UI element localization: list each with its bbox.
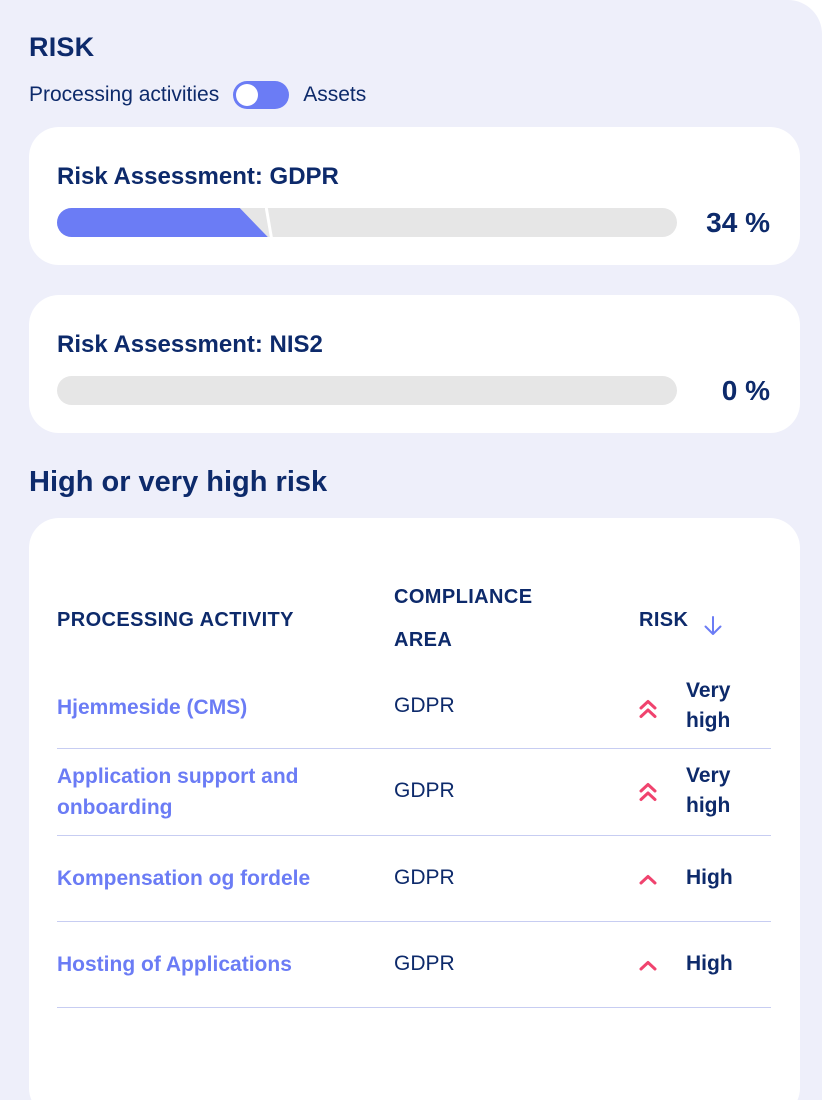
- progress-fill: [57, 208, 268, 237]
- risk-level: Very high: [686, 764, 731, 817]
- table-row[interactable]: Application support and onboarding GDPR …: [57, 749, 771, 836]
- compliance-area: GDPR: [394, 694, 455, 717]
- table-row[interactable]: Hosting of Applications GDPR High: [57, 922, 771, 1008]
- risk-level: High: [686, 866, 733, 889]
- view-toggle-row: Processing activities Assets: [29, 80, 366, 110]
- compliance-area: GDPR: [394, 779, 455, 802]
- assessment-card-nis2[interactable]: Risk Assessment: NIS2 0 %: [29, 295, 800, 433]
- view-toggle-switch[interactable]: [233, 81, 290, 109]
- double-chevron-up-icon: [637, 698, 659, 720]
- column-header-processing-activity[interactable]: PROCESSING ACTIVITY: [57, 609, 294, 631]
- column-header-risk-label: RISK: [639, 609, 689, 631]
- table-row[interactable]: Kompensation og fordele GDPR High: [57, 836, 771, 922]
- progress-percent: 34 %: [706, 207, 770, 238]
- column-header-compliance-area[interactable]: COMPLIANCE AREA: [394, 586, 533, 651]
- progress-track: [57, 208, 677, 237]
- column-header-risk[interactable]: RISK: [639, 599, 724, 642]
- processing-activity-link[interactable]: Hosting of Applications: [57, 953, 292, 976]
- risk-level: Very high: [686, 679, 731, 732]
- chevron-up-icon: [637, 868, 659, 890]
- progress-percent: 0 %: [721, 375, 770, 406]
- compliance-area: GDPR: [394, 952, 455, 975]
- toggle-label-assets[interactable]: Assets: [303, 83, 367, 106]
- arrow-down-icon[interactable]: [702, 610, 724, 635]
- table-row[interactable]: Hjemmeside (CMS) GDPR Very high: [57, 670, 771, 749]
- progress-track: [57, 376, 677, 405]
- high-risk-table: PROCESSING ACTIVITY COMPLIANCE AREA RISK…: [29, 518, 800, 1118]
- assessment-title: Risk Assessment: NIS2: [57, 331, 323, 358]
- high-risk-section-title: High or very high risk: [29, 466, 328, 498]
- assessment-title: Risk Assessment: GDPR: [57, 163, 339, 190]
- toggle-knob: [236, 84, 259, 106]
- progress-fill-edge: [264, 208, 273, 237]
- panel-title: RISK: [29, 32, 95, 62]
- toggle-label-processing-activities[interactable]: Processing activities: [29, 83, 220, 106]
- compliance-area: GDPR: [394, 866, 455, 889]
- processing-activity-link[interactable]: Hjemmeside (CMS): [57, 696, 248, 719]
- chevron-up-icon: [637, 954, 659, 976]
- assessment-card-gdpr[interactable]: Risk Assessment: GDPR 34 %: [29, 127, 800, 265]
- double-chevron-up-icon: [637, 781, 659, 803]
- risk-level: High: [686, 952, 733, 975]
- processing-activity-link[interactable]: Application support and onboarding: [57, 765, 299, 819]
- processing-activity-link[interactable]: Kompensation og fordele: [57, 867, 311, 890]
